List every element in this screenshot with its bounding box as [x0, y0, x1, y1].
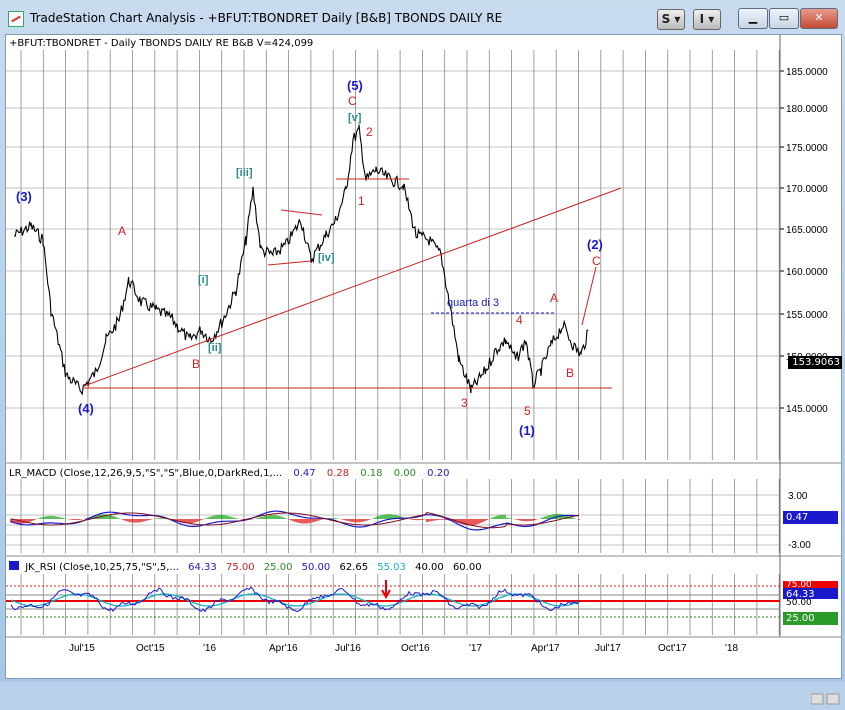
close-icon[interactable]: ✕: [800, 8, 838, 29]
rsi-75-box: 75.00: [783, 581, 838, 590]
rsi-value-2: 75.00: [225, 562, 255, 573]
date-tick-label: Jul'16: [335, 643, 361, 654]
macd-value-5: 0.20: [427, 468, 450, 479]
window-title: TradeStation Chart Analysis - +BFUT:TBON…: [30, 11, 503, 25]
channel-line: [280, 209, 323, 216]
rsi-color-swatch: [9, 561, 19, 570]
date-tick-label: Jul'17: [595, 643, 621, 654]
application-window: TradeStation Chart Analysis - +BFUT:TBON…: [0, 0, 845, 682]
last-price-box: 153.9063: [788, 356, 842, 369]
date-tick-label: Oct'15: [136, 643, 165, 654]
resize-grip-icon[interactable]: [810, 691, 841, 705]
date-tick-label: '18: [725, 643, 738, 654]
rsi-value-7: 40.00: [415, 562, 444, 573]
wave-label-1: (1): [519, 423, 535, 438]
rsi-signal-line: [10, 593, 580, 607]
wave-label-c2: C: [592, 254, 601, 268]
price-tick-label: 155.0000: [786, 310, 828, 321]
macd-tick-label: 3.00: [788, 491, 808, 502]
date-tick-label: '16: [203, 643, 216, 654]
rsi-value-1: 64.33: [188, 562, 217, 573]
wave-label-c: C: [348, 94, 357, 108]
trend-line: [83, 187, 622, 387]
indicator-menu-button[interactable]: I ▾: [693, 9, 721, 30]
date-tick-label: '17: [469, 643, 482, 654]
tradestation-app-icon: [8, 11, 24, 27]
macd-label: LR_MACD (Close,12,26,9,5,"S","S",Blue,0,…: [9, 468, 283, 479]
wave-c-line: [581, 266, 597, 326]
price-bars: [13, 124, 589, 396]
macd-line: [10, 510, 580, 531]
rsi-last-box: 64.33: [783, 588, 838, 601]
wave-label-a2: A: [550, 291, 558, 305]
minimize-icon[interactable]: ▁: [738, 8, 768, 29]
macd-value-2: 0.28: [326, 468, 350, 479]
price-tick-label: 175.0000: [786, 143, 828, 154]
date-tick-label: Oct'16: [401, 643, 430, 654]
rsi-value-3: 25.00: [263, 562, 293, 573]
rsi-value-6: 55.03: [377, 562, 406, 573]
wave-label-2: (2): [587, 237, 603, 252]
date-tick-label: Apr'16: [269, 643, 298, 654]
chart-canvas[interactable]: 185.0000 180.0000 175.0000 170.0000 165.0000…: [6, 35, 841, 678]
rsi-pane-header: JK_RSI (Close,10,25,75,"S",5,... 64.33 7…: [9, 561, 482, 573]
wave-label-n1: 1: [358, 194, 365, 208]
price-tick-label: 160.0000: [786, 267, 828, 278]
macd-last-box: 0.47: [783, 511, 838, 524]
rsi-label: JK_RSI (Close,10,25,75,"S",5,...: [25, 562, 179, 573]
price-tick-label: 170.0000: [786, 184, 828, 195]
wave-label-n4: 4: [516, 313, 523, 327]
macd-pane-header: LR_MACD (Close,12,26,9,5,"S","S",Blue,0,…: [9, 468, 449, 479]
wave-label-i: [i]: [198, 274, 209, 286]
price-tick-label: 185.0000: [786, 67, 828, 78]
quarta-label: quarta di 3: [447, 297, 499, 309]
wave-label-b: B: [192, 357, 200, 371]
rsi-50-box: 50.00: [783, 599, 838, 608]
chart-area[interactable]: 185.0000 180.0000 175.0000 170.0000 165.0000…: [5, 34, 842, 705]
wave-label-iii: [iii]: [236, 167, 253, 179]
wave-label-a: A: [118, 224, 126, 238]
channel-line: [267, 260, 312, 266]
wave-label-4: (4): [78, 401, 94, 416]
date-tick-label: Jul'15: [69, 643, 95, 654]
rsi-25-box: 25.00: [783, 612, 838, 625]
macd-signal-line: [10, 512, 580, 529]
rsi-line: [10, 586, 580, 613]
rsi-alert-arrow: [381, 580, 391, 600]
macd-value-3: 0.18: [360, 468, 383, 479]
restore-icon[interactable]: ▭: [769, 8, 799, 29]
rsi-value-4: 50.00: [301, 562, 331, 573]
wave-label-n3: 3: [461, 396, 468, 410]
strategy-menu-button[interactable]: S ▾: [657, 9, 685, 30]
macd-value-4: 0.00: [393, 468, 416, 479]
price-tick-label: 180.0000: [786, 104, 828, 115]
macd-tick-label: -3.00: [788, 540, 811, 551]
wave-label-5: (5): [347, 78, 363, 93]
wave-label-n5: 5: [524, 404, 531, 418]
date-tick-label: Apr'17: [531, 643, 560, 654]
wave-label-iv: [iv]: [318, 252, 335, 264]
price-pane-header: +BFUT:TBONDRET - Daily TBONDS DAILY RE B…: [9, 38, 314, 49]
wave-label-n2: 2: [366, 125, 373, 139]
wave-label-3: (3): [16, 189, 32, 204]
date-tick-label: Oct'17: [658, 643, 687, 654]
title-bar[interactable]: TradeStation Chart Analysis - +BFUT:TBON…: [0, 0, 845, 34]
rsi-value-5: 62.65: [339, 562, 369, 573]
wave-label-ii: [ii]: [208, 342, 222, 354]
price-tick-label: 145.0000: [786, 404, 828, 415]
macd-value-1: 0.47: [293, 468, 316, 479]
wave-label-v: [v]: [348, 112, 362, 124]
wave-label-b2: B: [566, 366, 574, 380]
price-tick-label: 165.0000: [786, 225, 828, 236]
rsi-value-8: 60.00: [452, 562, 482, 573]
